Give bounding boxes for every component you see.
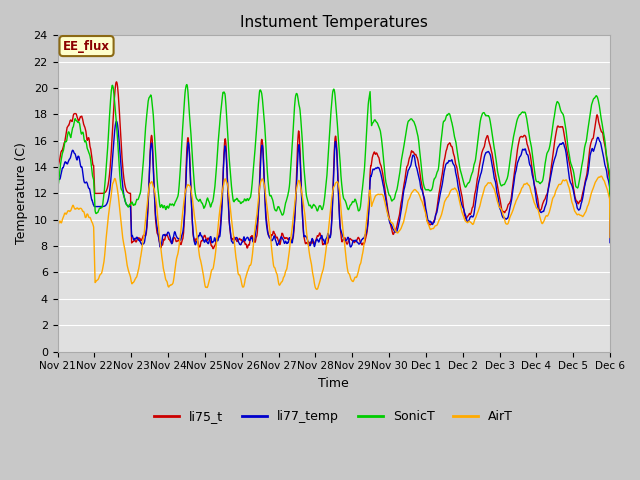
- li75_t: [113, 79, 120, 84]
- li77_temp: [606, 240, 614, 245]
- SonicT: [97, 204, 104, 210]
- SonicT: [310, 202, 317, 207]
- li77_temp: [289, 237, 296, 243]
- SonicT: [54, 266, 61, 272]
- SonicT: [606, 215, 614, 220]
- Line: SonicT: SonicT: [58, 84, 610, 269]
- li77_temp: [157, 244, 164, 250]
- li75_t: [300, 235, 308, 240]
- AirT: [119, 235, 127, 241]
- li77_temp: [54, 235, 61, 241]
- li75_t: [289, 236, 296, 242]
- li75_t: [369, 153, 376, 159]
- AirT: [288, 227, 296, 233]
- li77_temp: [119, 187, 127, 193]
- li75_t: [310, 241, 318, 247]
- SonicT: [119, 190, 127, 195]
- AirT: [97, 272, 104, 277]
- li75_t: [54, 227, 61, 232]
- li77_temp: [97, 204, 104, 209]
- AirT: [310, 274, 317, 279]
- AirT: [300, 201, 307, 206]
- SonicT: [300, 162, 308, 168]
- AirT: [606, 235, 614, 240]
- Line: li77_temp: li77_temp: [58, 121, 610, 247]
- li75_t: [119, 168, 127, 174]
- li75_t: [606, 235, 614, 240]
- Y-axis label: Temperature (C): Temperature (C): [15, 143, 28, 244]
- Text: EE_flux: EE_flux: [63, 39, 110, 53]
- li75_t: [209, 246, 217, 252]
- Title: Instument Temperatures: Instument Temperatures: [240, 15, 428, 30]
- li75_t: [97, 191, 104, 196]
- li77_temp: [300, 234, 308, 240]
- Line: AirT: AirT: [58, 176, 610, 289]
- X-axis label: Time: Time: [318, 377, 349, 390]
- AirT: [54, 286, 61, 291]
- AirT: [369, 201, 376, 207]
- SonicT: [183, 82, 191, 87]
- li77_temp: [369, 168, 376, 173]
- SonicT: [369, 120, 376, 126]
- li77_temp: [310, 242, 318, 248]
- li77_temp: [113, 119, 120, 124]
- AirT: [597, 173, 605, 179]
- SonicT: [289, 141, 296, 147]
- AirT: [313, 287, 321, 292]
- Line: li75_t: li75_t: [58, 82, 610, 249]
- Legend: li75_t, li77_temp, SonicT, AirT: li75_t, li77_temp, SonicT, AirT: [149, 405, 518, 428]
